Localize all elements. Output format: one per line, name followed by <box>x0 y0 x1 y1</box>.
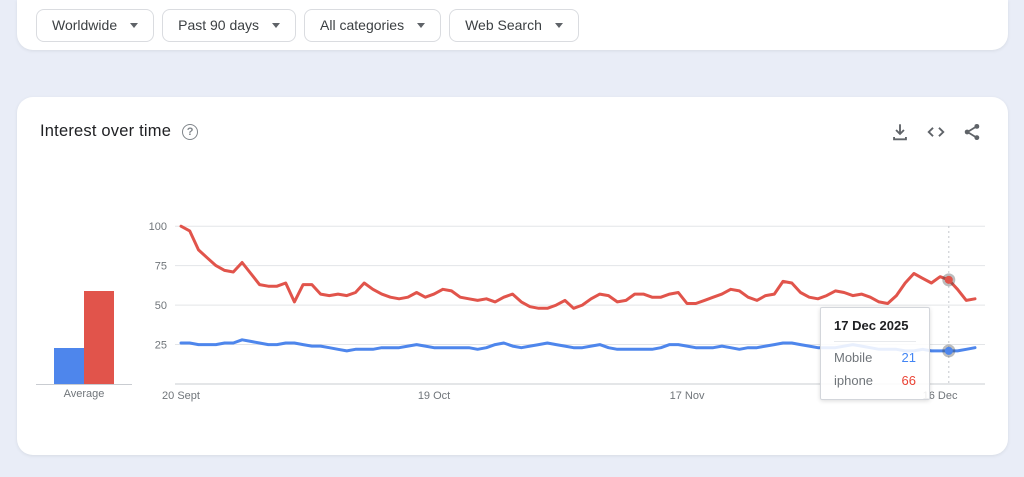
time-range-filter-label: Past 90 days <box>178 17 260 33</box>
search-type-filter-label: Web Search <box>465 17 542 33</box>
panel-title: Interest over time <box>40 122 172 140</box>
tooltip-row-iphone: iphone 66 <box>834 373 916 388</box>
chart-tooltip: 17 Dec 2025 Mobile 21 iphone 66 <box>820 307 930 400</box>
caret-down-icon <box>554 22 563 28</box>
search-type-filter[interactable]: Web Search <box>449 8 579 42</box>
y-axis-tick: 50 <box>155 300 167 312</box>
x-axis-tick: 16 Dec <box>923 390 958 402</box>
download-button[interactable] <box>888 120 912 144</box>
hover-marker-iphone <box>944 275 953 284</box>
filter-bar: Worldwide Past 90 days All categories We… <box>17 0 1008 50</box>
hover-marker-mobile <box>944 346 953 355</box>
tooltip-value: 66 <box>901 373 916 388</box>
time-range-filter[interactable]: Past 90 days <box>162 8 297 42</box>
average-label: Average <box>63 388 105 400</box>
x-axis-tick: 20 Sept <box>162 390 200 402</box>
embed-code-icon <box>925 121 947 143</box>
series-line-iphone <box>179 224 977 310</box>
chart-toolbar <box>888 120 984 144</box>
download-icon <box>889 121 911 143</box>
panel-header: Interest over time ? <box>40 122 199 141</box>
interest-line-chart[interactable]: 25 50 75 100 20 Sept 19 Oct 17 Nov 16 Dec <box>147 211 999 407</box>
share-icon <box>961 121 983 143</box>
help-icon[interactable]: ? <box>182 123 199 140</box>
y-axis-tick: 75 <box>155 261 167 273</box>
category-filter-label: All categories <box>320 17 405 33</box>
average-bar-mobile <box>54 348 84 384</box>
average-axis-line <box>36 384 132 385</box>
x-axis-tick: 19 Oct <box>418 390 450 402</box>
geo-filter[interactable]: Worldwide <box>36 8 155 42</box>
tooltip-row-mobile: Mobile 21 <box>834 350 916 365</box>
x-axis-tick: 17 Nov <box>670 390 705 402</box>
caret-down-icon <box>417 22 426 28</box>
caret-down-icon <box>130 22 139 28</box>
tooltip-date: 17 Dec 2025 <box>834 318 916 342</box>
share-button[interactable] <box>960 120 984 144</box>
tooltip-label: Mobile <box>834 350 873 365</box>
y-axis-tick: 25 <box>155 340 167 352</box>
tooltip-value: 21 <box>901 350 916 365</box>
geo-filter-label: Worldwide <box>52 17 118 33</box>
embed-button[interactable] <box>924 120 948 144</box>
interest-over-time-card: Interest over time ? <box>17 97 1008 455</box>
category-filter[interactable]: All categories <box>304 8 442 42</box>
average-bar-iphone <box>84 291 114 384</box>
y-axis-tick: 100 <box>149 221 167 233</box>
tooltip-label: iphone <box>834 373 874 388</box>
caret-down-icon <box>272 22 281 28</box>
